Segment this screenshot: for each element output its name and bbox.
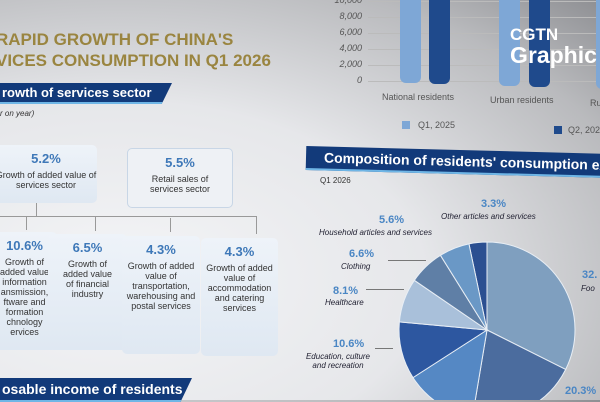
- leader-line: [375, 348, 393, 349]
- pie-slice: [439, 243, 488, 331]
- box-value: 5.2%: [31, 151, 61, 166]
- pie-label: Clothing: [341, 262, 371, 271]
- gridline: [368, 49, 600, 50]
- y-tick-label: 10,000: [334, 0, 362, 5]
- box-value: 10.6%: [6, 238, 43, 253]
- box-value: 4.3%: [224, 244, 255, 259]
- services-growth-banner: rowth of services sector: [0, 83, 172, 104]
- transportation-box: 4.3% Growth of added value of transporta…: [122, 236, 200, 354]
- legend-label: Q2, 202: [568, 125, 600, 135]
- ict-services-box: 10.6% Growth of added value information …: [0, 232, 57, 350]
- box-label: Retail sales of services sector: [149, 174, 211, 194]
- pie-slice: [412, 328, 488, 400]
- connector: [36, 203, 37, 217]
- box-label: Growth of added value information ansmis…: [0, 257, 50, 337]
- box-label: Growth of added value of services sector: [0, 170, 97, 190]
- gridline: [368, 17, 600, 18]
- bar: [499, 0, 520, 86]
- gridline: [368, 1, 600, 2]
- bar-category-label: Ru: [590, 98, 600, 108]
- bar: [400, 0, 421, 83]
- services-added-value-box: 5.2% Growth of added value of services s…: [0, 145, 97, 203]
- leader-line: [366, 289, 404, 290]
- connector: [95, 217, 96, 231]
- pie-value: 20.3%: [565, 385, 597, 397]
- connector: [0, 216, 257, 217]
- pie-value: 32.: [582, 269, 598, 281]
- y-tick-label: 2,000: [339, 59, 362, 69]
- pie-slice: [486, 241, 576, 371]
- connector: [26, 216, 27, 230]
- pie-value: 5.6%: [379, 214, 405, 226]
- bar: [429, 0, 450, 84]
- box-value: 4.3%: [146, 242, 176, 257]
- pie-value: 6.6%: [349, 248, 375, 260]
- gridline: [368, 65, 600, 66]
- y-tick-label: 8,000: [339, 11, 362, 21]
- bar: [596, 0, 600, 89]
- box-label: Growth of added value of financial indus…: [62, 259, 113, 299]
- unit-note: r on year): [0, 109, 35, 118]
- retail-sales-box: 5.5% Retail sales of services sector: [127, 148, 233, 208]
- logo-text: CGTN: [510, 25, 559, 44]
- page-title-line2: VICES CONSUMPTION IN Q1 2026: [0, 51, 271, 70]
- pie-label: Healthcare: [325, 298, 364, 307]
- pie-value: 10.6%: [333, 338, 365, 350]
- pie-label: Other articles and services: [441, 212, 536, 221]
- financial-industry-box: 6.5% Growth of added value of financial …: [48, 234, 127, 350]
- cgtn-logo: CGTN Graphic: [510, 26, 597, 68]
- pie-label: Foo: [581, 284, 595, 293]
- box-value: 5.5%: [165, 155, 195, 170]
- pie-slice: [474, 329, 567, 400]
- connector: [256, 216, 257, 234]
- legend-swatch: [402, 121, 410, 129]
- accommodation-box: 4.3% Growth of added value of accommodat…: [201, 238, 278, 356]
- box-label: Growth of added value of transportation,…: [126, 261, 196, 311]
- pie-value: 3.3%: [481, 198, 507, 210]
- pie-label: Education, culture and recreation: [305, 352, 371, 370]
- connector: [170, 218, 171, 232]
- box-value: 6.5%: [72, 240, 103, 255]
- gridline: [368, 81, 600, 82]
- box-label: Growth of added value of accommodation a…: [206, 263, 273, 313]
- y-tick-label: 0: [356, 75, 362, 85]
- logo-text: Graphic: [510, 42, 597, 68]
- bar-category-label: National residents: [382, 92, 455, 102]
- legend-swatch: [554, 126, 562, 134]
- leader-line: [388, 260, 426, 261]
- page-title-line1: RAPID GROWTH OF CHINA'S: [0, 30, 234, 49]
- y-tick-label: 4,000: [339, 43, 362, 53]
- pie-subtitle: Q1 2026: [320, 176, 351, 185]
- pie-value: 8.1%: [333, 285, 359, 297]
- y-tick-label: 6,000: [339, 27, 362, 37]
- pie-label: Household articles and services: [319, 228, 432, 237]
- bar-category-label: Urban residents: [490, 95, 554, 105]
- bar: [529, 0, 550, 87]
- legend-label: Q1, 2025: [418, 120, 456, 130]
- gridline: [368, 33, 600, 34]
